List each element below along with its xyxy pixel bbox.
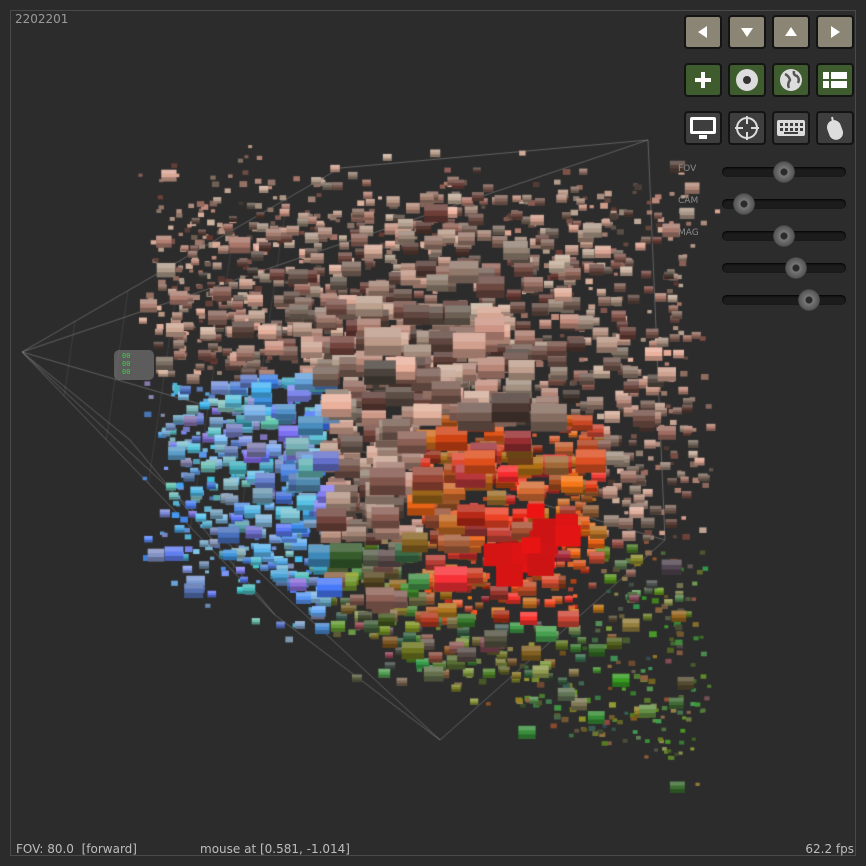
slider-cam[interactable]: CAM: [678, 192, 848, 215]
plus-icon: [693, 70, 713, 90]
left-arrow-button[interactable]: [684, 15, 722, 49]
monitor-icon: [689, 116, 717, 140]
add-button[interactable]: [684, 63, 722, 97]
pin-line-1: 00: [122, 352, 131, 360]
monitor-button[interactable]: [684, 111, 722, 145]
globe-icon: [779, 68, 803, 92]
frame-id-label: 2202201: [15, 12, 69, 26]
down-arrow-button[interactable]: [728, 15, 766, 49]
arrow-up-icon: [783, 24, 799, 40]
pin-line-3: 00: [122, 368, 131, 376]
slider-label: CAM: [678, 196, 699, 206]
arrow-down-icon: [739, 24, 755, 40]
arrow-left-icon: [695, 24, 711, 40]
slider-knob[interactable]: [773, 225, 795, 247]
slider-knob[interactable]: [733, 193, 756, 215]
slider-fov[interactable]: FOV: [678, 160, 848, 183]
globe-button[interactable]: [772, 63, 810, 97]
list-view-button[interactable]: [816, 63, 854, 97]
mouse-icon: [825, 114, 845, 142]
fov-status: FOV: 80.0 [forward]: [16, 842, 137, 856]
selection-pin-badge[interactable]: 00 00 00: [114, 350, 154, 380]
slider-knob[interactable]: [785, 257, 808, 279]
slider-unlabeled-3[interactable]: [678, 256, 848, 279]
crosshair-button[interactable]: [728, 111, 766, 145]
camera-mode: [forward]: [81, 842, 137, 856]
slider-label: MAG: [678, 228, 699, 238]
keyboard-button[interactable]: [772, 111, 810, 145]
keyboard-icon: [776, 118, 806, 138]
slider-unlabeled-4[interactable]: [678, 288, 848, 311]
slider-knob[interactable]: [773, 161, 795, 183]
mouse-position-status: mouse at [0.581, -1.014]: [200, 842, 350, 856]
slider-track[interactable]: [722, 199, 846, 209]
mouse-button[interactable]: [816, 111, 854, 145]
slider-label: FOV: [678, 164, 697, 174]
list-icon: [822, 70, 848, 90]
slider-knob[interactable]: [797, 289, 820, 311]
arrow-right-icon: [827, 24, 843, 40]
disc-icon: [735, 68, 759, 92]
crosshair-icon: [734, 115, 760, 141]
fov-value: FOV: 80.0: [16, 842, 74, 856]
disc-button[interactable]: [728, 63, 766, 97]
slider-track[interactable]: [722, 263, 846, 273]
right-arrow-button[interactable]: [816, 15, 854, 49]
up-arrow-button[interactable]: [772, 15, 810, 49]
slider-track[interactable]: [722, 295, 846, 305]
fps-counter: 62.2 fps: [805, 842, 854, 856]
pin-line-2: 00: [122, 360, 131, 368]
slider-mag[interactable]: MAG: [678, 224, 848, 247]
